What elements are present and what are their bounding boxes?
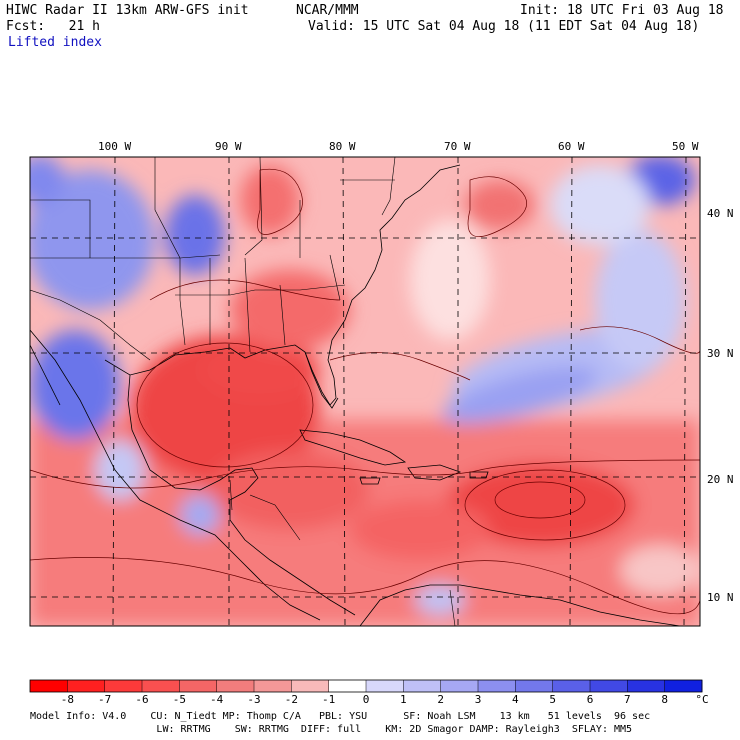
colorbar-cell bbox=[142, 680, 180, 692]
colorbar-cell bbox=[216, 680, 255, 692]
colorbar-cell bbox=[67, 680, 106, 692]
colorbar-tick-label: 1 bbox=[400, 693, 407, 706]
colorbar-tick-label: 8 bbox=[661, 693, 668, 706]
colorbar-tick-label: -3 bbox=[247, 693, 261, 706]
colorbar-tick-label: 6 bbox=[586, 693, 594, 706]
lat-label-10n: 10 N bbox=[707, 591, 734, 604]
coastlines bbox=[30, 164, 681, 626]
colorbar-tick-label: 3 bbox=[474, 693, 482, 706]
colorbar-unit: °C bbox=[695, 693, 709, 706]
shaded-field bbox=[30, 157, 700, 626]
lat-lon-grid bbox=[30, 156, 700, 627]
lon-label-80w: 80 W bbox=[329, 140, 356, 153]
colorbar-tick-label: -8 bbox=[60, 693, 74, 706]
political-borders bbox=[30, 157, 456, 626]
colorbar-tick-label: -6 bbox=[135, 693, 149, 706]
colorbar-cell bbox=[30, 680, 68, 692]
lon-label-70w: 70 W bbox=[444, 140, 471, 153]
colorbar-tick-label: 7 bbox=[624, 693, 631, 706]
valid-time: Valid: 15 UTC Sat 04 Aug 18 (11 EDT Sat … bbox=[308, 19, 700, 34]
colorbar-cell bbox=[254, 680, 292, 692]
lon-label-90w: 90 W bbox=[215, 140, 242, 153]
colorbar-cell bbox=[515, 680, 554, 692]
colorbar-tick-label: -7 bbox=[98, 693, 112, 706]
colorbar-cell bbox=[328, 680, 367, 692]
lat-label-40n: 40 N bbox=[707, 207, 734, 220]
colorbar-cell bbox=[478, 680, 516, 692]
lat-label-20n: 20 N bbox=[707, 473, 734, 486]
forecast-hour: Fcst: 21 h bbox=[6, 19, 100, 34]
colorbar-cell bbox=[291, 680, 330, 692]
colorbar-tick-label: -2 bbox=[284, 693, 298, 706]
model-info-line2: LW: RRTMG SW: RRTMG DIFF: full KM: 2D Sm… bbox=[30, 724, 633, 735]
map-frame bbox=[29, 156, 701, 627]
colorbar-tick-label: 0 bbox=[362, 693, 370, 706]
colorbar-tick-label: -4 bbox=[210, 693, 224, 706]
model-info-line1: Model Info: V4.0 CU: N_Tiedt MP: Thomp C… bbox=[30, 711, 651, 722]
colorbar-tick-label: 5 bbox=[549, 693, 556, 706]
organization-label: NCAR/MMM bbox=[296, 3, 359, 18]
plot-title: HIWC Radar II 13km ARW-GFS init bbox=[6, 3, 249, 18]
field-name: Lifted index bbox=[8, 35, 102, 50]
colorbar-cell bbox=[440, 680, 479, 692]
colorbar-cell bbox=[590, 680, 628, 692]
colorbar-cell bbox=[104, 680, 143, 692]
lon-label-50w: 50 W bbox=[672, 140, 699, 153]
lon-label-100w: 100 W bbox=[98, 140, 132, 153]
colorbar-cell bbox=[179, 680, 218, 692]
init-time: Init: 18 UTC Fri 03 Aug 18 bbox=[520, 3, 724, 18]
colorbar-tick-label: 2 bbox=[437, 693, 444, 706]
colorbar-cell bbox=[366, 680, 404, 692]
colorbar-cell bbox=[403, 680, 442, 692]
colorbar-cell bbox=[627, 680, 666, 692]
lon-label-60w: 60 W bbox=[558, 140, 585, 153]
colorbar-cell bbox=[664, 680, 703, 692]
colorbar-cell bbox=[552, 680, 591, 692]
colorbar-tick-label: -5 bbox=[172, 693, 186, 706]
contour-lines bbox=[30, 168, 700, 615]
colorbar-tick-label: 4 bbox=[512, 693, 519, 706]
lat-label-30n: 30 N bbox=[707, 347, 734, 360]
colorbar-tick-label: -1 bbox=[322, 693, 336, 706]
